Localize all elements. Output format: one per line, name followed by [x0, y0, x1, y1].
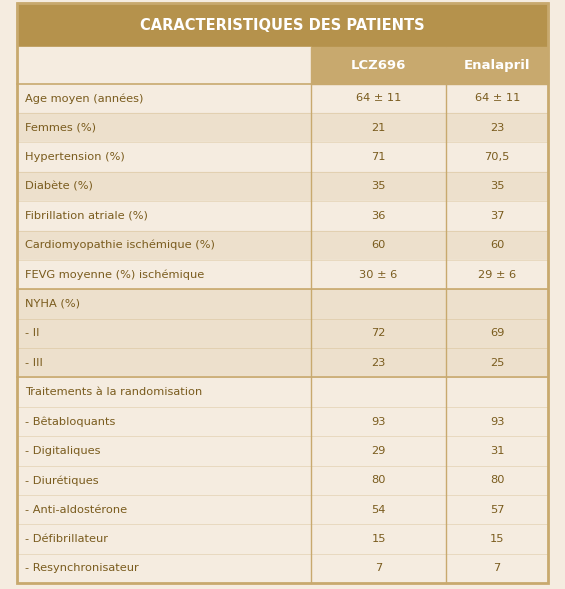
Text: - Digitaliques: - Digitaliques [25, 446, 101, 456]
Text: 54: 54 [371, 505, 386, 515]
Text: - III: - III [25, 358, 44, 368]
Bar [17, 172, 548, 201]
Bar [17, 436, 548, 465]
Bar [17, 143, 548, 172]
Text: 64 ± 11: 64 ± 11 [475, 93, 520, 103]
Text: - II: - II [25, 329, 40, 338]
Text: 30 ± 6: 30 ± 6 [359, 270, 398, 280]
Text: 25: 25 [490, 358, 505, 368]
Bar [17, 230, 548, 260]
Text: 29 ± 6: 29 ± 6 [478, 270, 516, 280]
Text: - Resynchronisateur: - Resynchronisateur [25, 564, 139, 574]
Text: 80: 80 [371, 475, 386, 485]
Text: 7: 7 [494, 564, 501, 574]
Bar [311, 47, 446, 84]
Bar [17, 113, 548, 143]
Text: 71: 71 [371, 152, 386, 162]
Text: FEVG moyenne (%) ischémique: FEVG moyenne (%) ischémique [25, 269, 205, 280]
Text: 35: 35 [490, 181, 505, 191]
Text: 93: 93 [371, 416, 386, 426]
Text: 57: 57 [490, 505, 505, 515]
Bar [17, 260, 548, 289]
Bar [17, 201, 548, 230]
Bar [17, 407, 548, 436]
Text: 29: 29 [371, 446, 386, 456]
Text: Age moyen (années): Age moyen (années) [25, 93, 144, 104]
Bar [17, 378, 548, 407]
Text: 70,5: 70,5 [485, 152, 510, 162]
Text: LCZ696: LCZ696 [351, 59, 406, 72]
Text: 37: 37 [490, 211, 505, 221]
Text: 21: 21 [371, 123, 386, 133]
Text: 72: 72 [371, 329, 386, 338]
Text: Femmes (%): Femmes (%) [25, 123, 97, 133]
Bar [17, 524, 548, 554]
Bar [17, 84, 548, 113]
Text: 23: 23 [490, 123, 505, 133]
Text: - Bêtabloquants: - Bêtabloquants [25, 416, 116, 427]
Text: 15: 15 [490, 534, 505, 544]
Text: Enalapril: Enalapril [464, 59, 531, 72]
Bar [446, 47, 548, 84]
Bar [17, 554, 548, 583]
Text: 23: 23 [371, 358, 386, 368]
Bar [17, 465, 548, 495]
Bar [17, 47, 311, 84]
Bar [17, 289, 548, 319]
Text: Traitements à la randomisation: Traitements à la randomisation [25, 387, 203, 397]
Text: CARACTERISTIQUES DES PATIENTS: CARACTERISTIQUES DES PATIENTS [140, 18, 425, 32]
Text: NYHA (%): NYHA (%) [25, 299, 80, 309]
Text: Diabète (%): Diabète (%) [25, 181, 93, 191]
Text: Fibrillation atriale (%): Fibrillation atriale (%) [25, 211, 148, 221]
Text: 7: 7 [375, 564, 382, 574]
Text: 93: 93 [490, 416, 505, 426]
Text: 15: 15 [371, 534, 386, 544]
Text: 60: 60 [490, 240, 505, 250]
Text: 64 ± 11: 64 ± 11 [356, 93, 401, 103]
Text: Hypertension (%): Hypertension (%) [25, 152, 125, 162]
Text: Cardiomyopathie ischémique (%): Cardiomyopathie ischémique (%) [25, 240, 215, 250]
Text: 69: 69 [490, 329, 505, 338]
Bar [17, 3, 548, 47]
Text: 80: 80 [490, 475, 505, 485]
Bar [17, 495, 548, 524]
Text: 60: 60 [371, 240, 386, 250]
Text: 36: 36 [371, 211, 386, 221]
Text: - Anti-aldostérone: - Anti-aldostérone [25, 505, 128, 515]
Text: 35: 35 [371, 181, 386, 191]
Bar [17, 348, 548, 378]
Text: 31: 31 [490, 446, 505, 456]
Text: - Diurétiques: - Diurétiques [25, 475, 99, 485]
Bar [17, 319, 548, 348]
Text: - Défibrillateur: - Défibrillateur [25, 534, 108, 544]
